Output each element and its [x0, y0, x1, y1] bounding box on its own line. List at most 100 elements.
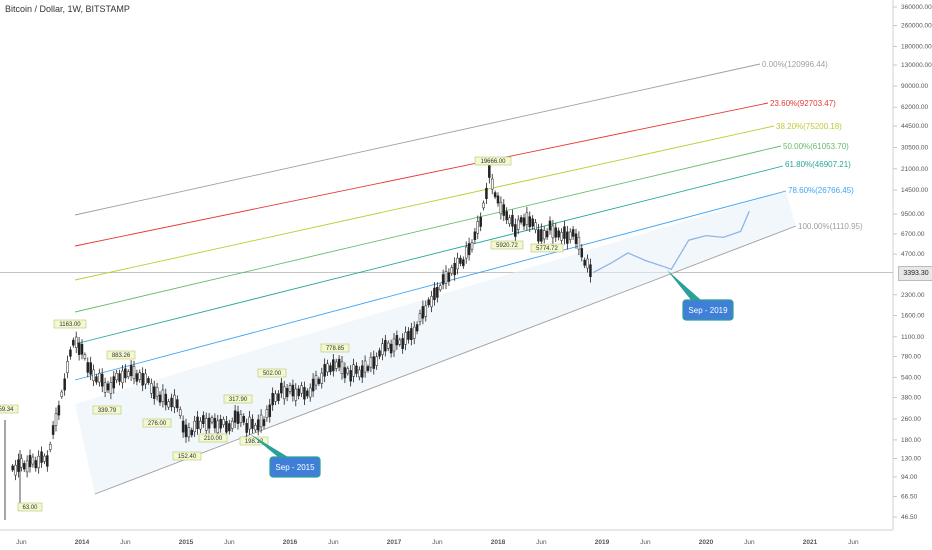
- candle-body: [207, 417, 211, 429]
- candle-body: [453, 263, 456, 276]
- y-tick-label: 260.00: [901, 416, 921, 423]
- candle-body: [444, 270, 448, 284]
- callout-label: Sep - 2019: [688, 306, 728, 315]
- fib-level-label: 100.00%(1110.95): [798, 222, 863, 231]
- candle-body: [254, 424, 257, 431]
- candle-body: [308, 387, 312, 398]
- candle-body: [516, 219, 520, 230]
- candle-body: [522, 217, 526, 227]
- candle-body: [496, 195, 500, 204]
- price-label-box: [490, 240, 524, 250]
- candle-body: [161, 389, 165, 402]
- candle-body: [57, 405, 61, 416]
- candle-body: [363, 360, 367, 373]
- y-tick-label: 2300.00: [901, 292, 925, 299]
- candle-body: [92, 369, 95, 381]
- candle-body: [83, 354, 87, 359]
- candle-body: [22, 463, 26, 470]
- x-tick-label: Jun: [328, 539, 339, 546]
- candle-body: [456, 257, 459, 270]
- price-label-box: [223, 394, 253, 404]
- candle-body: [210, 417, 214, 423]
- fib-level-label: 38.20%(75200.18): [776, 122, 842, 131]
- candle-body: [482, 202, 485, 209]
- x-tick-label: 2014: [75, 539, 90, 546]
- price-label-box: [92, 405, 122, 415]
- candle-body: [355, 365, 358, 374]
- candle-body: [112, 376, 116, 389]
- y-tick-label: 130.00: [901, 455, 921, 462]
- candle-body: [124, 368, 127, 379]
- price-label-box: [53, 319, 87, 329]
- candle-body: [147, 378, 150, 383]
- candle-body: [421, 306, 425, 319]
- candle-body: [141, 373, 144, 386]
- candle-body: [239, 414, 243, 423]
- candle-body: [155, 387, 159, 397]
- candle-body: [470, 242, 474, 250]
- candle-body: [190, 429, 194, 436]
- candle-body: [77, 342, 81, 355]
- candle-body: [184, 424, 188, 438]
- price-label: 59.34: [0, 407, 14, 413]
- x-tick-label: Jun: [224, 539, 235, 546]
- callout-pointer: [667, 270, 701, 300]
- fib-line: [74, 102, 769, 247]
- fib-level-label: 61.80%(46907.21): [785, 160, 851, 169]
- x-tick-label: Jun: [432, 539, 443, 546]
- candle-body: [346, 368, 350, 374]
- x-tick-label: Jun: [744, 539, 755, 546]
- candle-body: [34, 460, 38, 469]
- candle-body: [150, 383, 153, 394]
- candle-body: [164, 393, 168, 406]
- candle-body: [401, 338, 404, 349]
- candle-body: [410, 328, 413, 340]
- candle-body: [178, 409, 182, 416]
- candle-body: [430, 295, 433, 308]
- candle-body: [63, 378, 66, 391]
- candle-body: [225, 421, 228, 433]
- price-label: 778.85: [326, 346, 345, 352]
- candle-body: [462, 259, 465, 267]
- candle-body: [228, 423, 231, 432]
- candle-body: [126, 371, 130, 377]
- candle-body: [514, 224, 517, 237]
- candle-body: [415, 324, 419, 332]
- candle-body: [447, 272, 451, 282]
- fib-line: [74, 125, 775, 281]
- price-label: 339.79: [98, 408, 117, 414]
- candle-body: [291, 384, 295, 397]
- candle-body: [488, 165, 491, 178]
- candle-body: [152, 386, 156, 399]
- price-label: 210.00: [204, 436, 223, 442]
- candle-body: [106, 383, 110, 391]
- candle-body: [69, 349, 72, 357]
- candle-body: [72, 339, 75, 346]
- chart-title: Bitcoin / Dollar, 1W, BITSTAMP: [5, 4, 130, 14]
- candle-body: [144, 373, 147, 385]
- y-tick-label: 260000.00: [901, 23, 932, 30]
- y-tick-label: 44500.00: [901, 123, 928, 130]
- candle-body: [505, 211, 508, 221]
- candle-body: [60, 391, 64, 397]
- x-tick-label: 2019: [595, 539, 610, 546]
- candle-body: [314, 375, 318, 386]
- candle-body: [262, 419, 266, 427]
- candle-body: [580, 248, 584, 258]
- candle-body: [329, 365, 332, 373]
- candle-body: [525, 212, 529, 225]
- fib-level-label: 78.60%(26766.45): [788, 186, 854, 195]
- candle-body: [199, 420, 202, 430]
- candle-body: [395, 335, 399, 346]
- candle-body: [540, 229, 543, 242]
- fib-line: [74, 165, 784, 345]
- candle-body: [158, 394, 162, 403]
- candle-body: [14, 464, 17, 476]
- price-label-box: [257, 368, 287, 378]
- x-tick-label: Jun: [640, 539, 651, 546]
- candle-body: [349, 370, 352, 382]
- candle-body: [54, 413, 58, 426]
- price-label-box: [17, 502, 43, 512]
- candle-body: [511, 214, 514, 227]
